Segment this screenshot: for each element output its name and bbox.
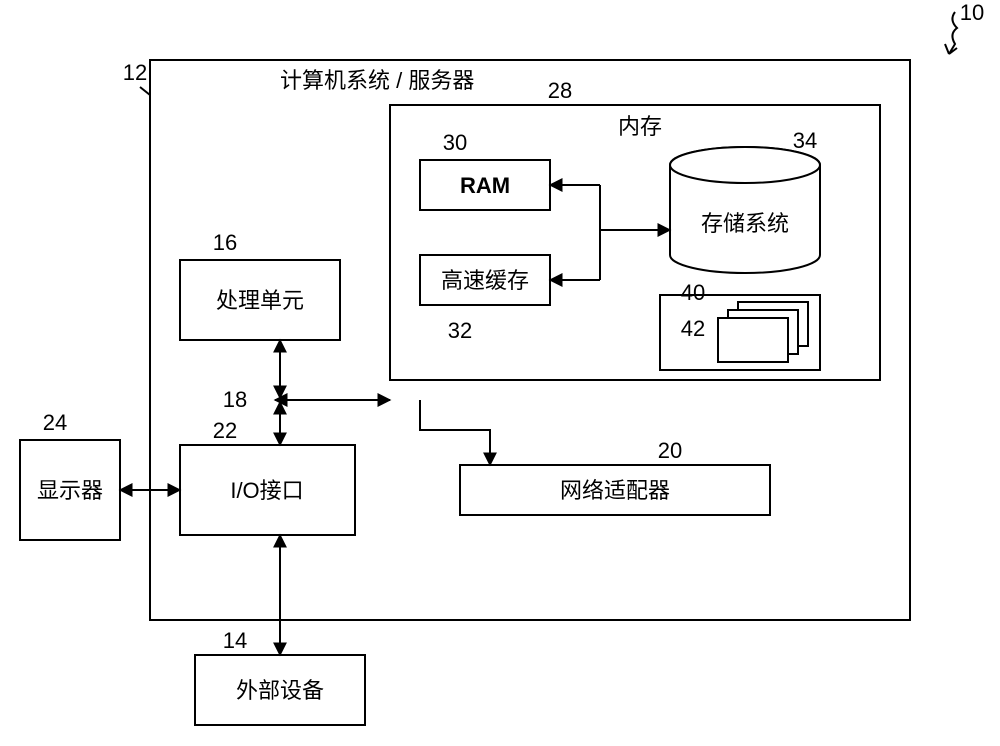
ref-20-label: 20	[658, 438, 682, 463]
ref-14-label: 14	[223, 628, 247, 653]
ref-18-label: 18	[223, 387, 247, 412]
modules-stack	[718, 302, 808, 362]
network-text: 网络适配器	[560, 478, 670, 503]
ref-10-label: 10	[960, 0, 984, 25]
ref-28-label: 28	[548, 78, 572, 103]
io-text: I/O接口	[230, 478, 303, 503]
system-title: 计算机系统 / 服务器	[280, 68, 474, 93]
storage-text: 存储系统	[701, 211, 789, 236]
ref-10-arrow: 10	[945, 0, 984, 54]
ref-12-tick	[140, 87, 150, 95]
ref-30-label: 30	[443, 130, 467, 155]
ram-text: RAM	[460, 173, 510, 198]
cache-text: 高速缓存	[441, 268, 529, 293]
external-text: 外部设备	[236, 678, 324, 703]
ref-42-label: 42	[681, 316, 705, 341]
memory-label: 内存	[618, 114, 662, 139]
ref-16-label: 16	[213, 230, 237, 255]
bus-to-network	[420, 400, 490, 465]
ref-40-label: 40	[681, 280, 705, 305]
processing-text: 处理单元	[216, 288, 304, 313]
ref-34-label: 34	[793, 128, 817, 153]
ref-12-label: 12	[123, 60, 147, 85]
display-text: 显示器	[37, 478, 103, 503]
ref-32-label: 32	[448, 318, 472, 343]
ref-22-label: 22	[213, 418, 237, 443]
ref-24-label: 24	[43, 410, 67, 435]
